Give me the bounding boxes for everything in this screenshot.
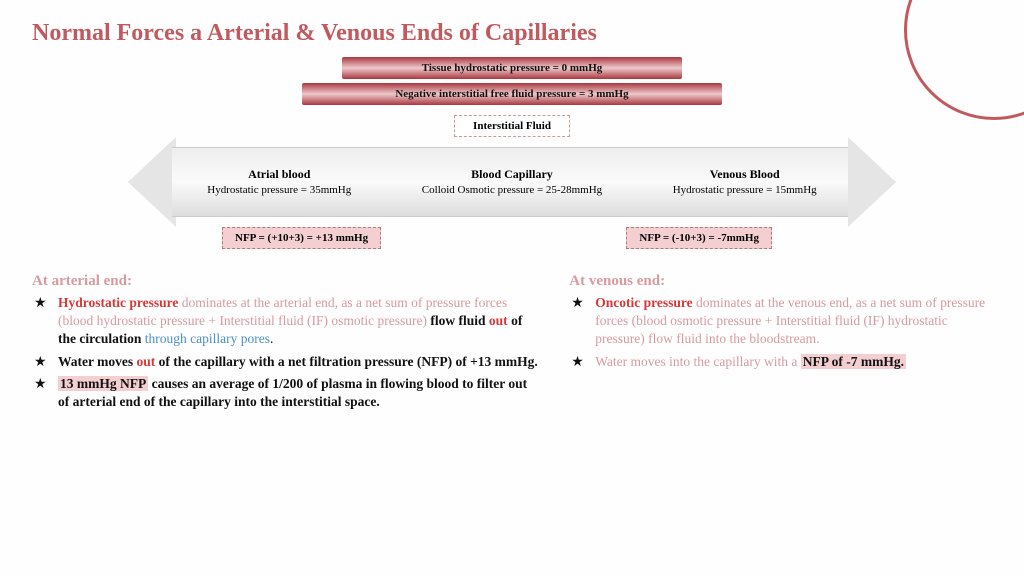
arterial-section: At arterial end: Hydrostatic pressure do…: [32, 273, 539, 415]
txt: through capillary pores: [145, 331, 270, 346]
txt: .: [270, 331, 273, 346]
corner-arc: [904, 0, 1024, 120]
txt: out: [136, 354, 155, 369]
interstitial-pressure-box: Negative interstitial free fluid pressur…: [302, 83, 722, 105]
txt: Water moves: [58, 354, 136, 369]
venous-list: Oncotic pressure dominates at the venous…: [569, 294, 992, 371]
venous-column: Venous Blood Hydrostatic pressure = 15mm…: [673, 167, 817, 197]
venous-bullet-2: Water moves into the capillary with a NF…: [569, 353, 992, 371]
txt: Water moves into the capillary with a: [595, 354, 800, 369]
venous-sub: Hydrostatic pressure = 15mmHg: [673, 183, 817, 197]
arrow-head-left-icon: [128, 137, 176, 227]
page-title: Normal Forces a Arterial & Venous Ends o…: [0, 0, 1024, 47]
txt: NFP of -7 mmHg.: [801, 354, 906, 369]
arterial-column: Atrial blood Hydrostatic pressure = 35mm…: [207, 167, 351, 197]
capillary-arrow: Atrial blood Hydrostatic pressure = 35mm…: [132, 147, 892, 217]
venous-bullet-1: Oncotic pressure dominates at the venous…: [569, 294, 992, 349]
nfp-venous-box: NFP = (-10+3) = -7mmHg: [626, 227, 772, 249]
txt: Oncotic pressure: [595, 295, 692, 310]
txt: of the capillary with a net filtration p…: [155, 354, 538, 369]
arrow-head-right-icon: [848, 137, 896, 227]
arterial-bullet-3: 13 mmHg NFP causes an average of 1/200 o…: [32, 375, 539, 411]
txt: 13 mmHg NFP: [58, 376, 148, 391]
content-columns: At arterial end: Hydrostatic pressure do…: [0, 267, 1024, 415]
capillary-column: Blood Capillary Colloid Osmotic pressure…: [422, 167, 602, 197]
arterial-head: At arterial end:: [32, 273, 539, 290]
arterial-heading: Atrial blood: [207, 167, 351, 183]
capillary-sub: Colloid Osmotic pressure = 25-28mmHg: [422, 183, 602, 197]
capillary-heading: Blood Capillary: [422, 167, 602, 183]
interstitial-fluid-label: Interstitial Fluid: [454, 115, 570, 137]
arterial-list: Hydrostatic pressure dominates at the ar…: [32, 294, 539, 411]
txt: out: [489, 313, 508, 328]
arterial-sub: Hydrostatic pressure = 35mmHg: [207, 183, 351, 197]
tissue-pressure-box: Tissue hydrostatic pressure = 0 mmHg: [342, 57, 682, 79]
arterial-bullet-1: Hydrostatic pressure dominates at the ar…: [32, 294, 539, 349]
venous-heading: Venous Blood: [673, 167, 817, 183]
arrow-body: Atrial blood Hydrostatic pressure = 35mm…: [172, 147, 852, 217]
nfp-arterial-box: NFP = (+10+3) = +13 mmHg: [222, 227, 381, 249]
venous-head: At venous end:: [569, 273, 992, 290]
arterial-bullet-2: Water moves out of the capillary with a …: [32, 353, 539, 371]
txt: flow fluid: [430, 313, 489, 328]
diagram-region: Tissue hydrostatic pressure = 0 mmHg Neg…: [132, 57, 892, 267]
txt: Hydrostatic pressure: [58, 295, 178, 310]
venous-section: At venous end: Oncotic pressure dominate…: [569, 273, 992, 415]
